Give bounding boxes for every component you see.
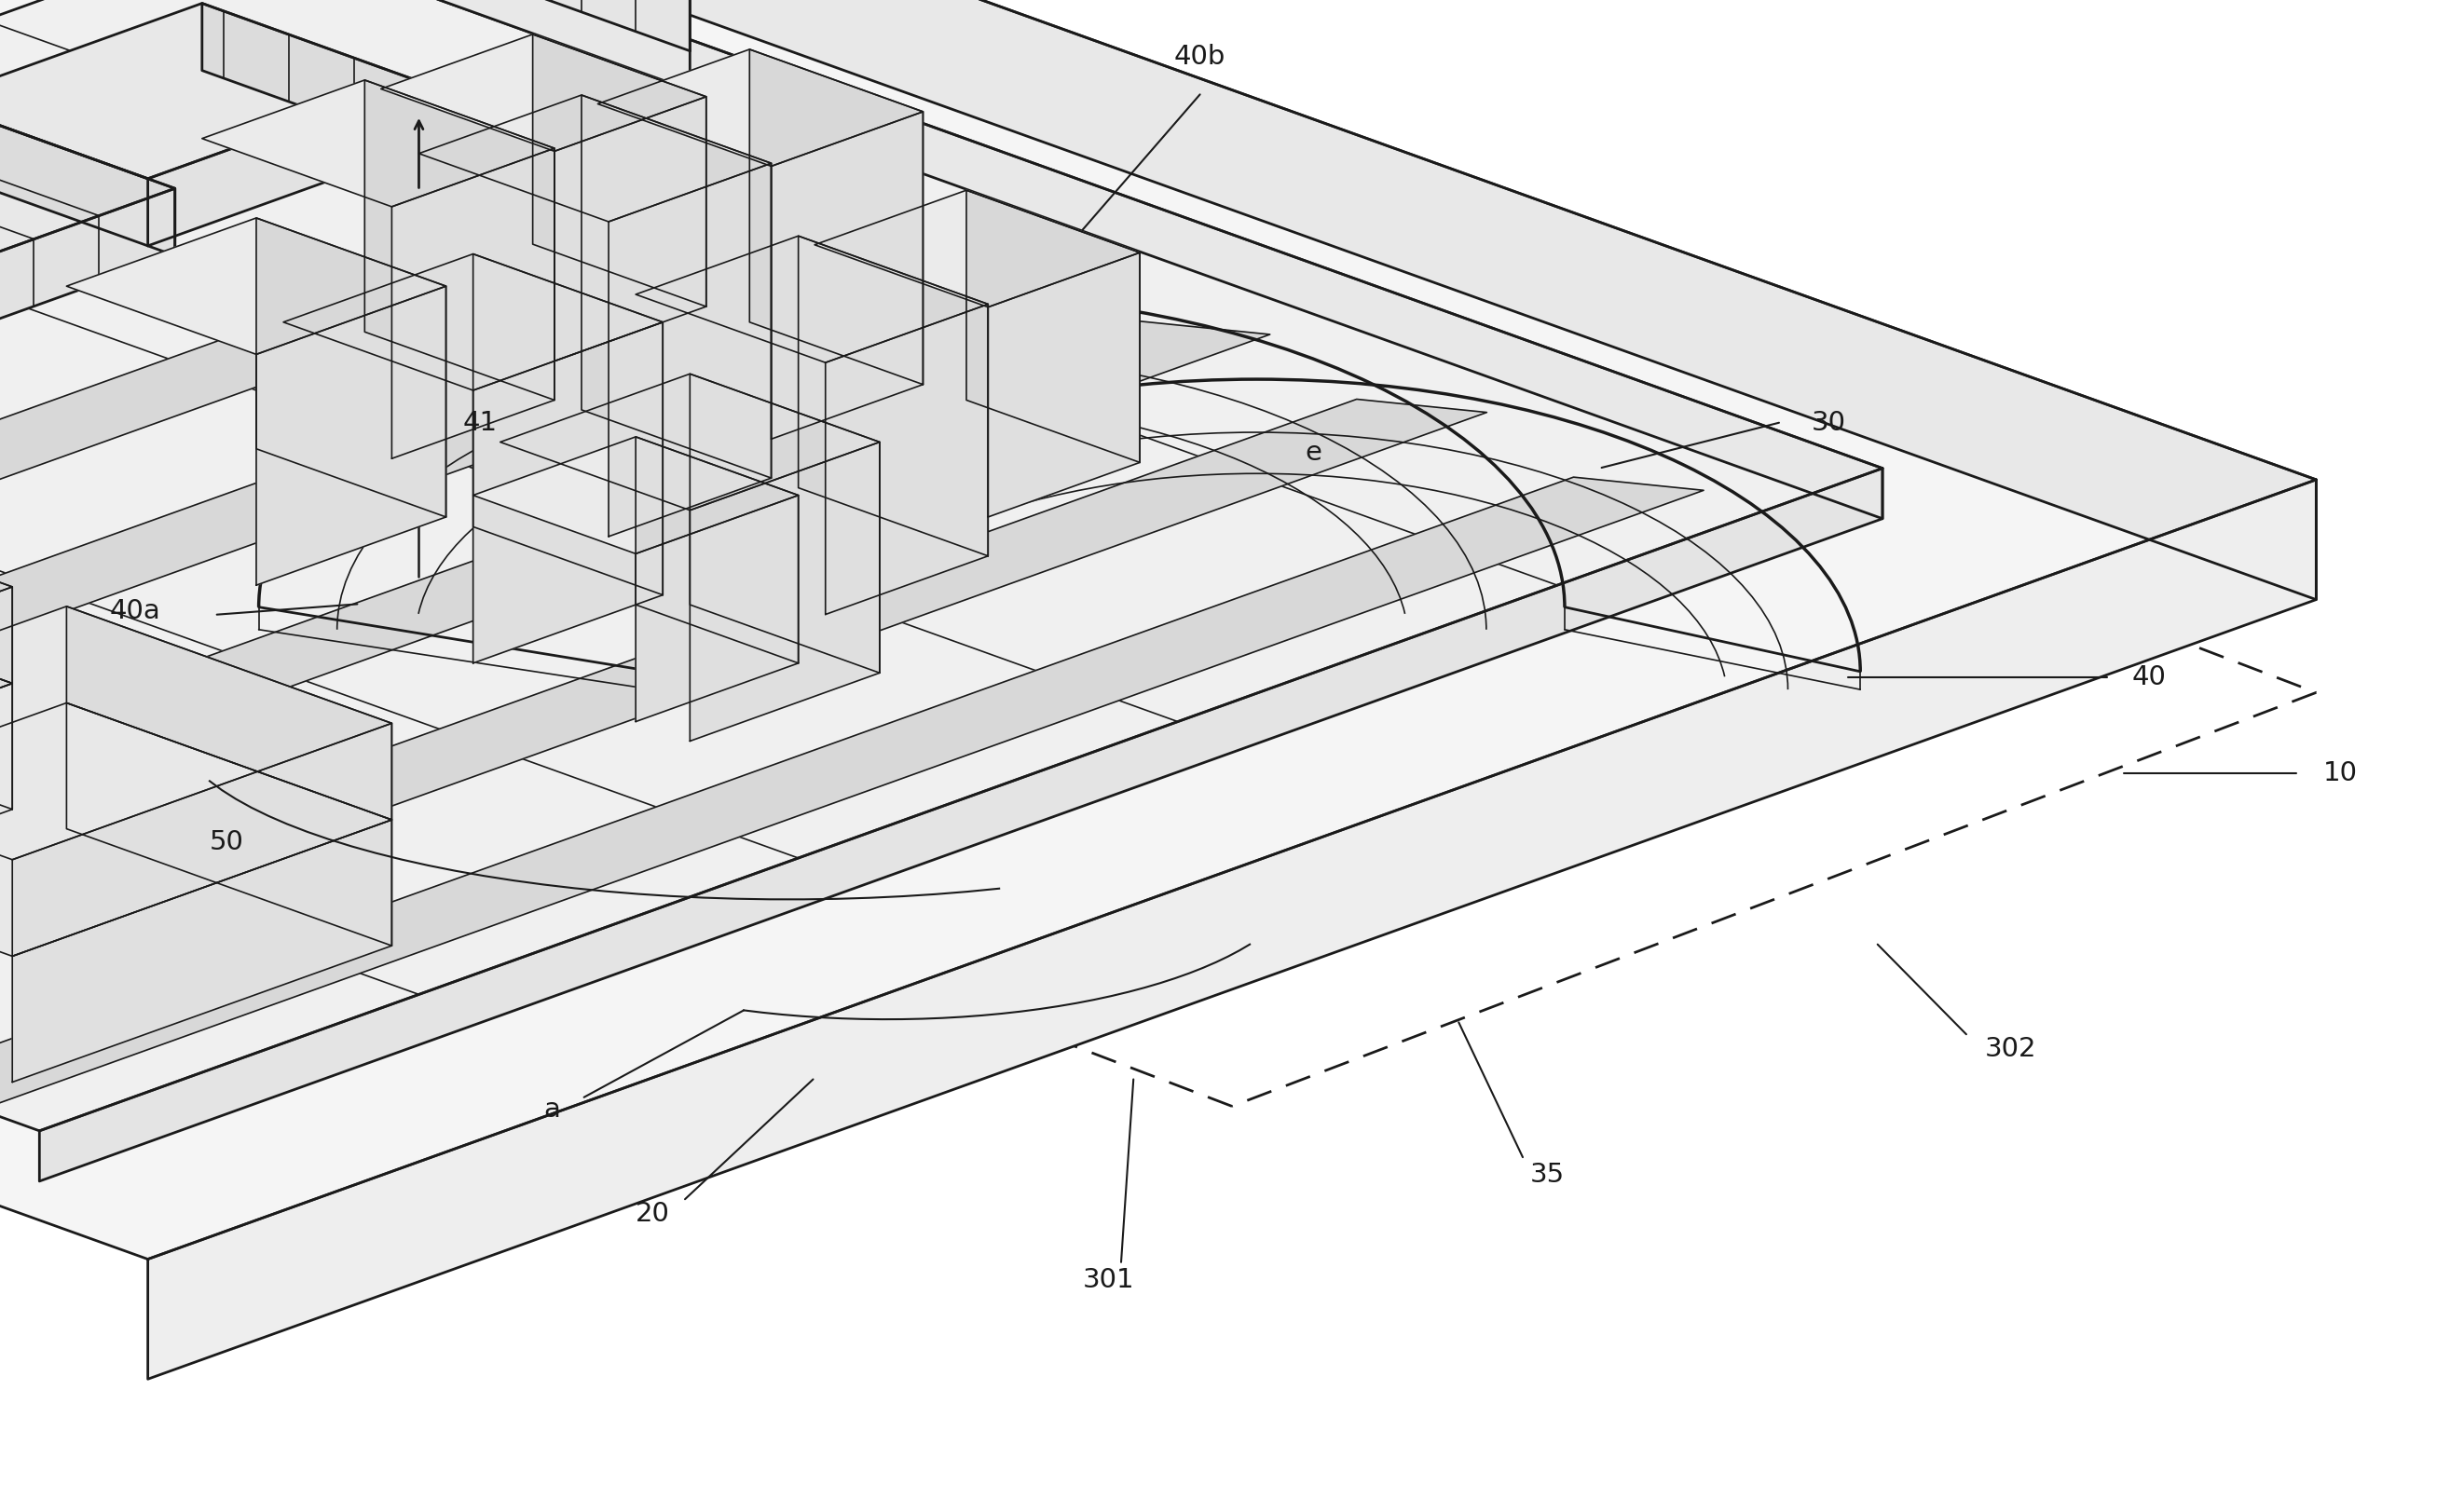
Polygon shape: [500, 373, 880, 510]
Polygon shape: [419, 0, 690, 51]
Polygon shape: [67, 217, 446, 354]
Polygon shape: [988, 252, 1141, 517]
Text: 40: 40: [2131, 664, 2166, 691]
Text: 302: 302: [1986, 1036, 2035, 1063]
Polygon shape: [599, 49, 924, 166]
Polygon shape: [0, 477, 1703, 1109]
Text: 20: 20: [636, 1201, 670, 1228]
Polygon shape: [202, 79, 554, 207]
Polygon shape: [365, 79, 554, 400]
Polygon shape: [582, 94, 771, 478]
Polygon shape: [966, 190, 1141, 463]
Text: 40a: 40a: [111, 598, 160, 625]
Polygon shape: [473, 322, 663, 663]
Polygon shape: [148, 480, 2316, 1379]
Text: 301: 301: [1082, 1267, 1136, 1294]
Polygon shape: [256, 217, 446, 517]
Polygon shape: [392, 148, 554, 459]
Polygon shape: [0, 0, 1882, 1130]
Text: 35: 35: [1530, 1162, 1565, 1189]
Polygon shape: [473, 253, 663, 595]
Polygon shape: [283, 253, 663, 390]
Polygon shape: [310, 0, 1882, 519]
Polygon shape: [0, 471, 12, 724]
Polygon shape: [636, 436, 798, 663]
Polygon shape: [419, 0, 2316, 600]
Polygon shape: [690, 373, 880, 673]
Polygon shape: [0, 81, 175, 256]
Text: 50: 50: [209, 829, 244, 856]
Polygon shape: [0, 703, 392, 956]
Polygon shape: [0, 189, 175, 373]
Polygon shape: [749, 49, 924, 385]
Polygon shape: [0, 684, 12, 946]
Text: a: a: [545, 1096, 559, 1123]
Polygon shape: [310, 0, 690, 90]
Polygon shape: [473, 436, 798, 553]
Polygon shape: [0, 243, 1052, 875]
Polygon shape: [554, 97, 707, 361]
Text: e: e: [1306, 439, 1321, 466]
Polygon shape: [798, 235, 988, 556]
Text: 10: 10: [2324, 760, 2358, 787]
Polygon shape: [0, 399, 1486, 1031]
Polygon shape: [825, 304, 988, 615]
Polygon shape: [0, 567, 12, 809]
Polygon shape: [256, 286, 446, 585]
Polygon shape: [690, 442, 880, 741]
Polygon shape: [382, 34, 707, 151]
Polygon shape: [148, 81, 419, 246]
Polygon shape: [39, 468, 1882, 1181]
Polygon shape: [771, 112, 924, 439]
Text: 30: 30: [1811, 409, 1846, 436]
Polygon shape: [636, 495, 798, 721]
Polygon shape: [419, 94, 771, 222]
Polygon shape: [0, 606, 392, 860]
Polygon shape: [0, 81, 175, 306]
Polygon shape: [0, 567, 12, 820]
Polygon shape: [609, 163, 771, 537]
Polygon shape: [0, 588, 12, 820]
Polygon shape: [636, 235, 988, 363]
Polygon shape: [67, 606, 392, 820]
Text: 40b: 40b: [1175, 43, 1225, 70]
Polygon shape: [12, 724, 392, 956]
Polygon shape: [0, 321, 1269, 953]
Polygon shape: [202, 3, 419, 148]
Polygon shape: [816, 190, 1141, 307]
Polygon shape: [67, 703, 392, 946]
Polygon shape: [0, 165, 835, 797]
Text: 41: 41: [463, 409, 498, 436]
Polygon shape: [532, 34, 707, 307]
Polygon shape: [0, 3, 419, 178]
Polygon shape: [0, 0, 2316, 1259]
Polygon shape: [0, 471, 12, 684]
Polygon shape: [12, 820, 392, 1082]
